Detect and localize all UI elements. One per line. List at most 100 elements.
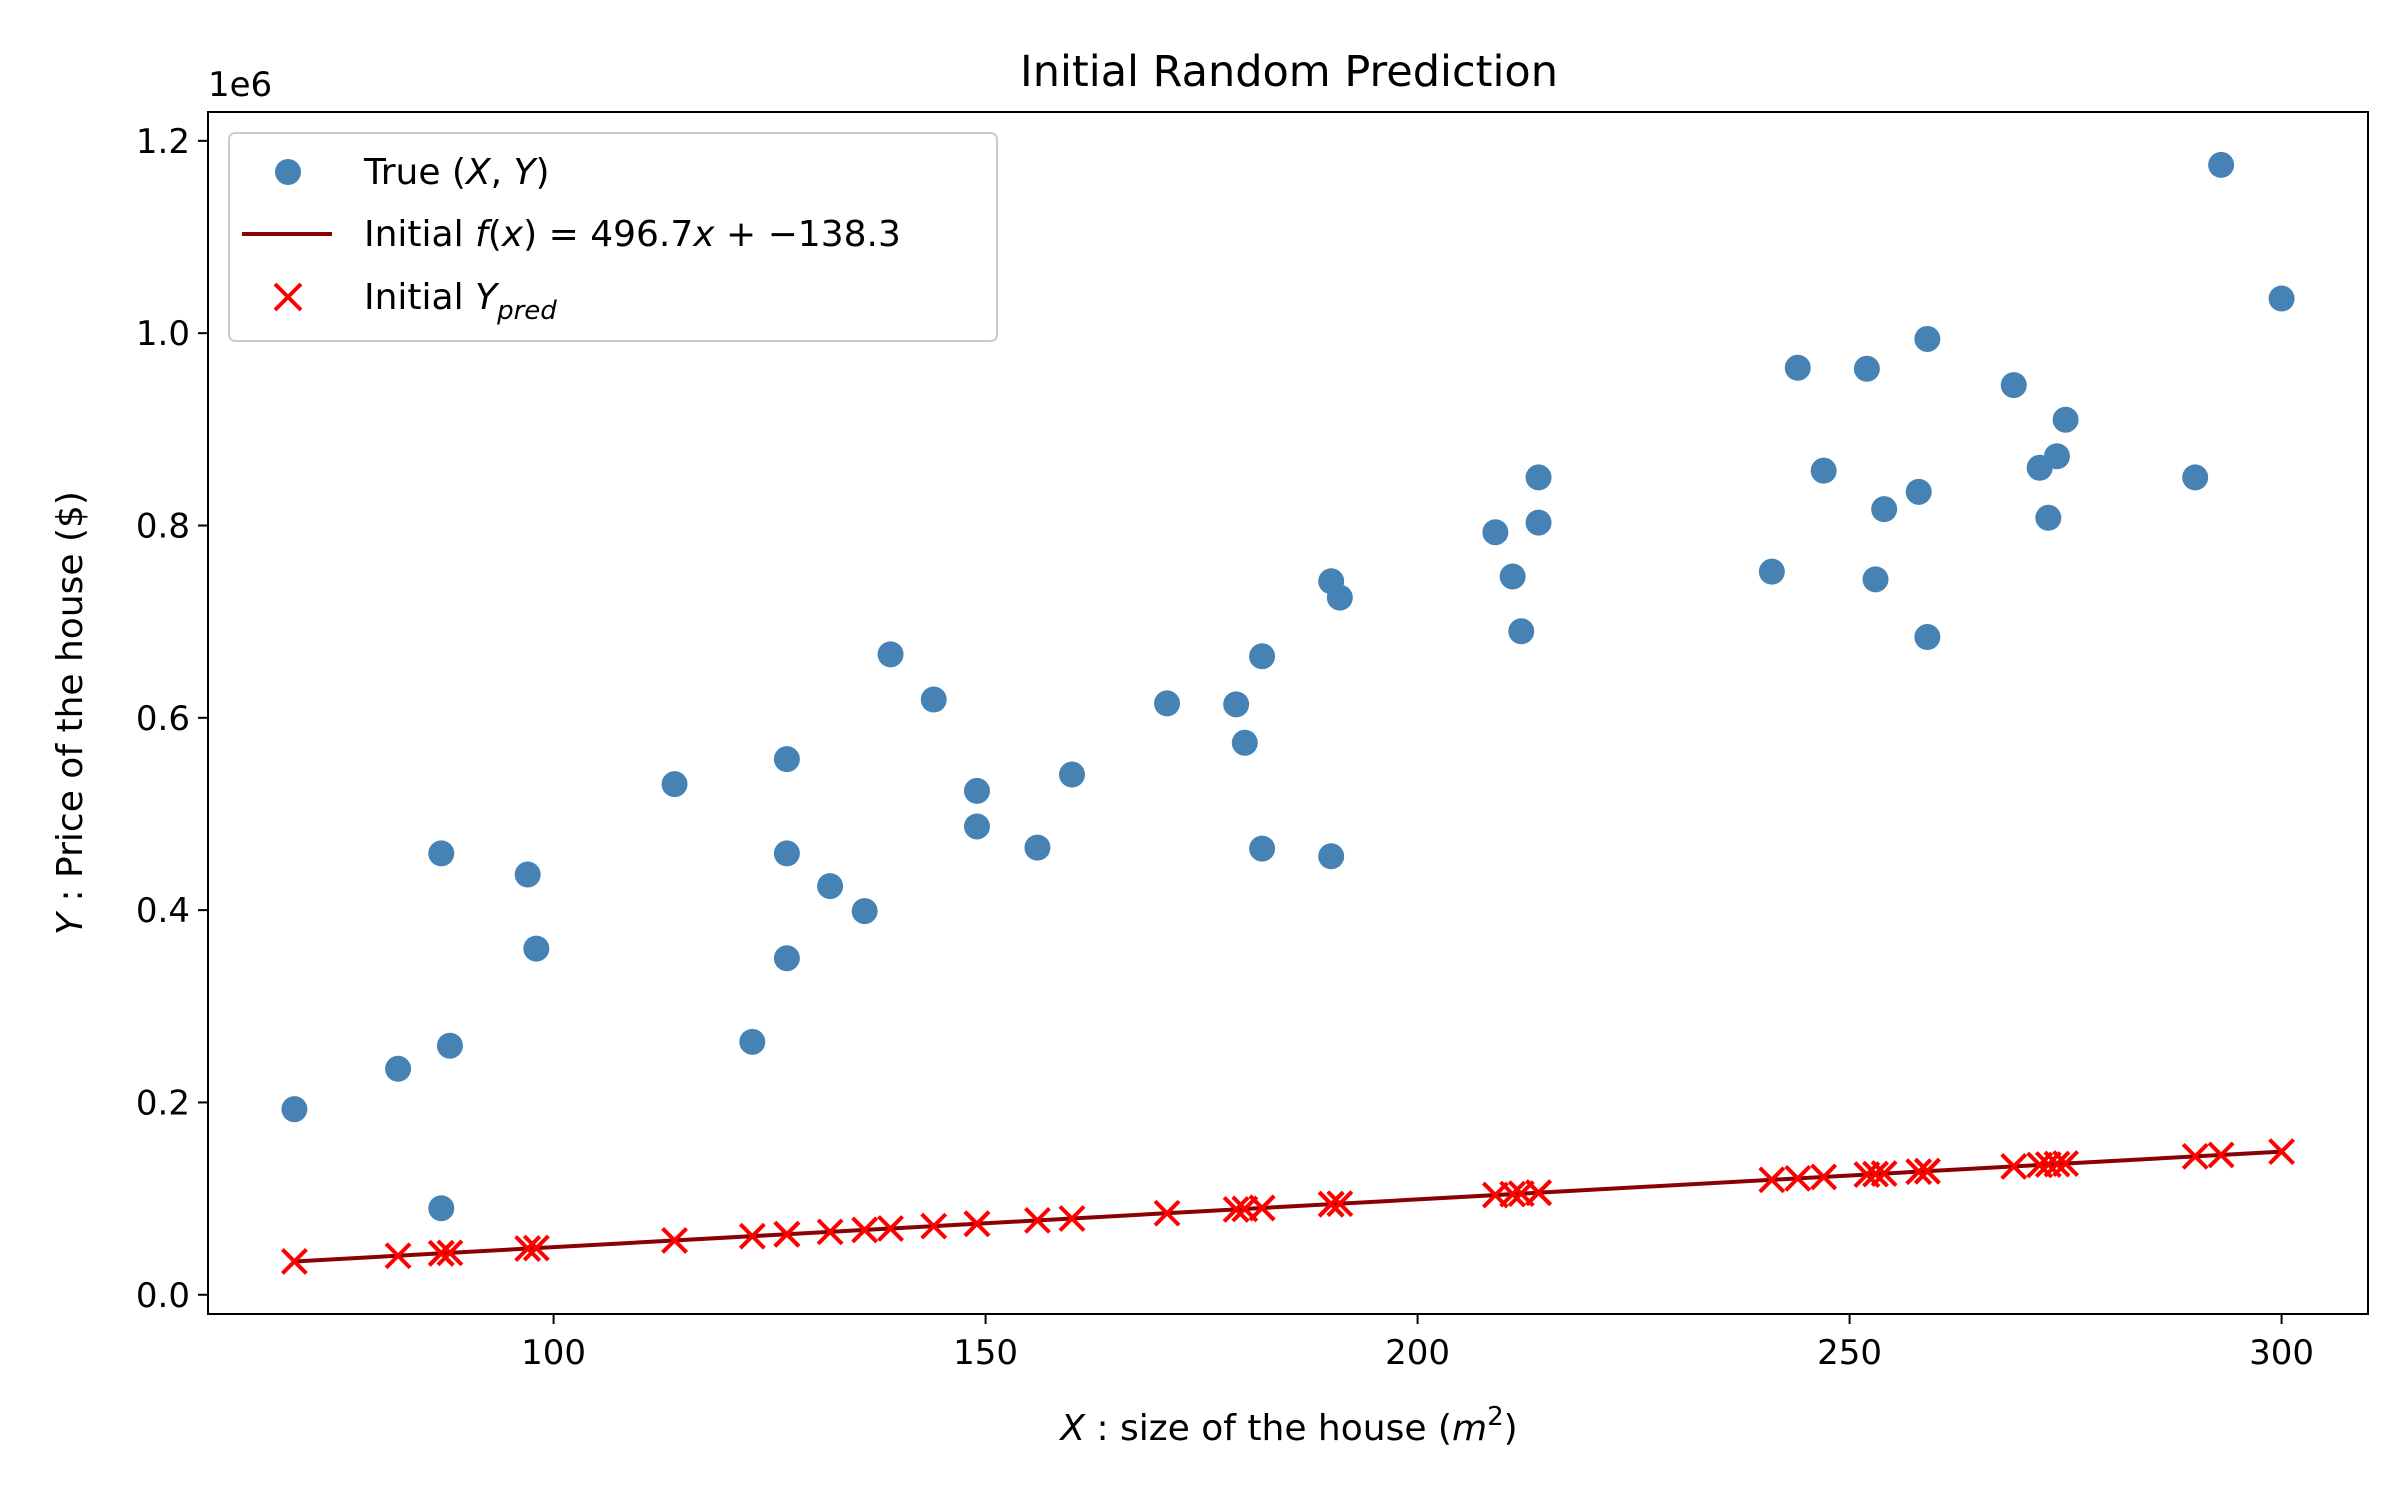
pred-point bbox=[851, 1216, 879, 1244]
axis-ticks: 100 150 200 250 300 0.0 0.2 0.4 0.6 0.8 1.0 1.2 bbox=[136, 122, 2314, 1373]
true-point bbox=[1326, 584, 1353, 611]
pred-point bbox=[1222, 1195, 1250, 1223]
true-point bbox=[436, 1032, 463, 1059]
pred-point bbox=[661, 1227, 688, 1254]
true-point bbox=[1499, 563, 1526, 590]
legend-pred-marker bbox=[273, 282, 303, 312]
pred-point bbox=[816, 1218, 844, 1246]
y-axis-label: Y : Price of the house ($) bbox=[50, 491, 91, 935]
true-point bbox=[1905, 478, 1932, 505]
legend-pred-label: Initial Ypred bbox=[364, 277, 557, 326]
true-point bbox=[523, 935, 550, 962]
true-point bbox=[2268, 285, 2295, 312]
true-point bbox=[1914, 624, 1941, 651]
y-tick-label: 1.0 bbox=[136, 314, 190, 354]
true-point bbox=[2000, 372, 2027, 399]
true-point bbox=[877, 641, 904, 668]
true-point bbox=[773, 840, 800, 867]
true-point bbox=[851, 898, 878, 925]
legend-true-label: True (X, Y) bbox=[363, 152, 550, 193]
true-point bbox=[963, 813, 990, 840]
pred-point bbox=[522, 1234, 550, 1262]
pred-point bbox=[2043, 1150, 2071, 1178]
x-tick-label: 200 bbox=[1385, 1333, 1450, 1373]
y-tick-label: 0.8 bbox=[136, 506, 190, 546]
pred-point bbox=[1499, 1180, 1527, 1208]
true-point bbox=[428, 840, 455, 867]
true-point bbox=[1482, 519, 1509, 546]
true-point bbox=[1525, 464, 1552, 491]
pred-point bbox=[1317, 1190, 1345, 1218]
true-point bbox=[2208, 151, 2235, 178]
legend-line-label: Initial f(x) = 496.7x + −138.3 bbox=[364, 214, 901, 255]
true-point bbox=[1231, 729, 1258, 756]
pred-point bbox=[280, 1248, 308, 1275]
pred-point bbox=[1248, 1194, 1276, 1222]
true-point bbox=[1862, 566, 1889, 593]
legend: True (X, Y) Initial f(x) = 496.7x + −138… bbox=[228, 132, 998, 342]
x-tick-label: 150 bbox=[953, 1333, 1018, 1373]
pred-point bbox=[1525, 1179, 1552, 1207]
pred-point bbox=[1913, 1157, 1941, 1185]
pred-point bbox=[1905, 1158, 1933, 1186]
true-point bbox=[1853, 355, 1880, 382]
pred-point bbox=[384, 1242, 412, 1270]
true-point bbox=[661, 771, 688, 798]
true-point bbox=[963, 777, 990, 804]
true-point bbox=[1223, 691, 1250, 718]
pred-point bbox=[2000, 1153, 2028, 1180]
y-tick-label: 0.6 bbox=[136, 699, 190, 739]
true-point bbox=[739, 1028, 766, 1055]
pred-point bbox=[2207, 1141, 2235, 1169]
pred-point bbox=[1810, 1163, 1838, 1191]
true-point bbox=[1154, 690, 1181, 717]
true-point bbox=[1508, 618, 1535, 645]
pred-point bbox=[2052, 1150, 2080, 1177]
true-point bbox=[2035, 504, 2062, 531]
true-point bbox=[773, 945, 800, 972]
true-point bbox=[1810, 457, 1837, 484]
true-point bbox=[817, 873, 844, 900]
pred-point bbox=[1862, 1160, 1889, 1188]
pred-point bbox=[1870, 1160, 1898, 1187]
true-point bbox=[1784, 354, 1811, 381]
true-point bbox=[514, 861, 541, 888]
pred-point bbox=[427, 1239, 455, 1267]
prediction-line bbox=[294, 1149, 2282, 1264]
true-point bbox=[773, 746, 800, 773]
pred-point bbox=[514, 1235, 542, 1262]
y-tick-label: 1.2 bbox=[136, 122, 190, 162]
pred-point bbox=[1758, 1166, 1786, 1194]
true-point bbox=[1249, 643, 1276, 670]
x-tick-label: 300 bbox=[2249, 1333, 2314, 1373]
true-point bbox=[1758, 558, 1785, 585]
x-axis-label: X : size of the house (m2) bbox=[1058, 1402, 1517, 1449]
y-tick-label: 0.2 bbox=[136, 1083, 190, 1123]
true-point bbox=[281, 1096, 308, 1123]
true-point bbox=[920, 686, 947, 713]
chart-title: Initial Random Prediction bbox=[1020, 47, 1558, 97]
true-point bbox=[1249, 835, 1276, 862]
true-point bbox=[2043, 443, 2070, 470]
true-point bbox=[1318, 843, 1345, 870]
pred-point bbox=[436, 1239, 464, 1267]
true-point bbox=[428, 1195, 455, 1222]
true-point bbox=[1525, 509, 1552, 536]
true-point bbox=[2182, 464, 2209, 491]
legend-box bbox=[228, 132, 998, 342]
legend-true-marker bbox=[275, 159, 301, 185]
pred-point bbox=[1153, 1199, 1181, 1227]
pred-point bbox=[738, 1222, 766, 1250]
pred-point bbox=[773, 1220, 801, 1248]
pred-point bbox=[2268, 1138, 2296, 1166]
x-tick-label: 100 bbox=[521, 1333, 586, 1373]
pred-point bbox=[1024, 1206, 1051, 1234]
true-point bbox=[1059, 761, 1085, 788]
true-point bbox=[385, 1055, 412, 1082]
y-tick-label: 0.0 bbox=[136, 1276, 190, 1316]
true-point bbox=[1871, 496, 1898, 523]
true-point bbox=[1914, 325, 1941, 352]
pred-point bbox=[2181, 1142, 2209, 1170]
x-tick-label: 250 bbox=[1817, 1333, 1882, 1373]
